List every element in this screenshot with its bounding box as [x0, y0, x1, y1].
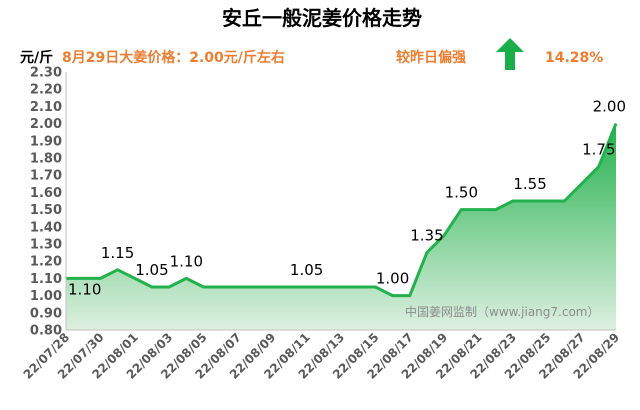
watermark: 中国姜网监制（www.jiang7.com） [405, 304, 599, 319]
data-labels: 1.101.151.05 1.10 1.05 1.001.351.50 1.551.75… [68, 98, 626, 299]
price-line [66, 123, 618, 298]
y-tick-label: 1.90 [30, 134, 62, 149]
y-tick-label: 1.60 [30, 186, 62, 201]
data-label: 1.00 [376, 270, 409, 288]
change-percent: 14.28% [545, 50, 603, 66]
price-area [66, 123, 616, 330]
y-axis-unit: 元/斤 [20, 49, 53, 66]
data-label: 1.35 [410, 227, 443, 245]
price-note: 8月29日大姜价格：2.00元/斤左右 [62, 49, 285, 66]
y-tick-label: 0.90 [30, 306, 62, 321]
y-tick-label: 2.00 [30, 117, 62, 132]
y-tick-label: 2.10 [30, 100, 62, 115]
data-label: 1.10 [68, 280, 101, 298]
chart-title: 安丘一般泥姜价格走势 [222, 6, 422, 30]
trend-text: 较昨日偏强 [396, 49, 466, 66]
up-arrow-icon [496, 38, 524, 70]
y-tick-label: 1.20 [30, 255, 62, 270]
data-label: 1.05 [290, 261, 323, 279]
y-tick-label: 0.80 [30, 324, 62, 339]
y-tick-label: 2.30 [30, 66, 62, 81]
data-label: 1.75 [582, 141, 615, 159]
y-tick-label: 1.80 [30, 152, 62, 167]
y-tick-label: 1.50 [30, 203, 62, 218]
y-tick-label: 1.30 [30, 238, 62, 253]
y-tick-label: 1.40 [30, 220, 62, 235]
y-tick-label: 1.70 [30, 169, 62, 184]
data-label: 1.55 [513, 175, 546, 193]
y-tick-labels: 0.80 0.90 1.00 1.10 1.20 1.30 1.40 1.50 1.60 1.70… [30, 66, 62, 339]
x-tick-labels: 22/07/2822/07/3022/08/0122/08/0322/08/05… [21, 330, 623, 382]
data-label: 1.50 [445, 184, 478, 202]
data-label: 1.05 [135, 261, 168, 279]
y-tick-label: 1.10 [30, 272, 62, 287]
data-label: 1.10 [170, 252, 203, 270]
data-label: 2.00 [593, 98, 626, 116]
data-label: 1.15 [101, 244, 134, 262]
y-tick-label: 2.20 [30, 83, 62, 98]
y-tick-label: 1.00 [30, 289, 62, 304]
